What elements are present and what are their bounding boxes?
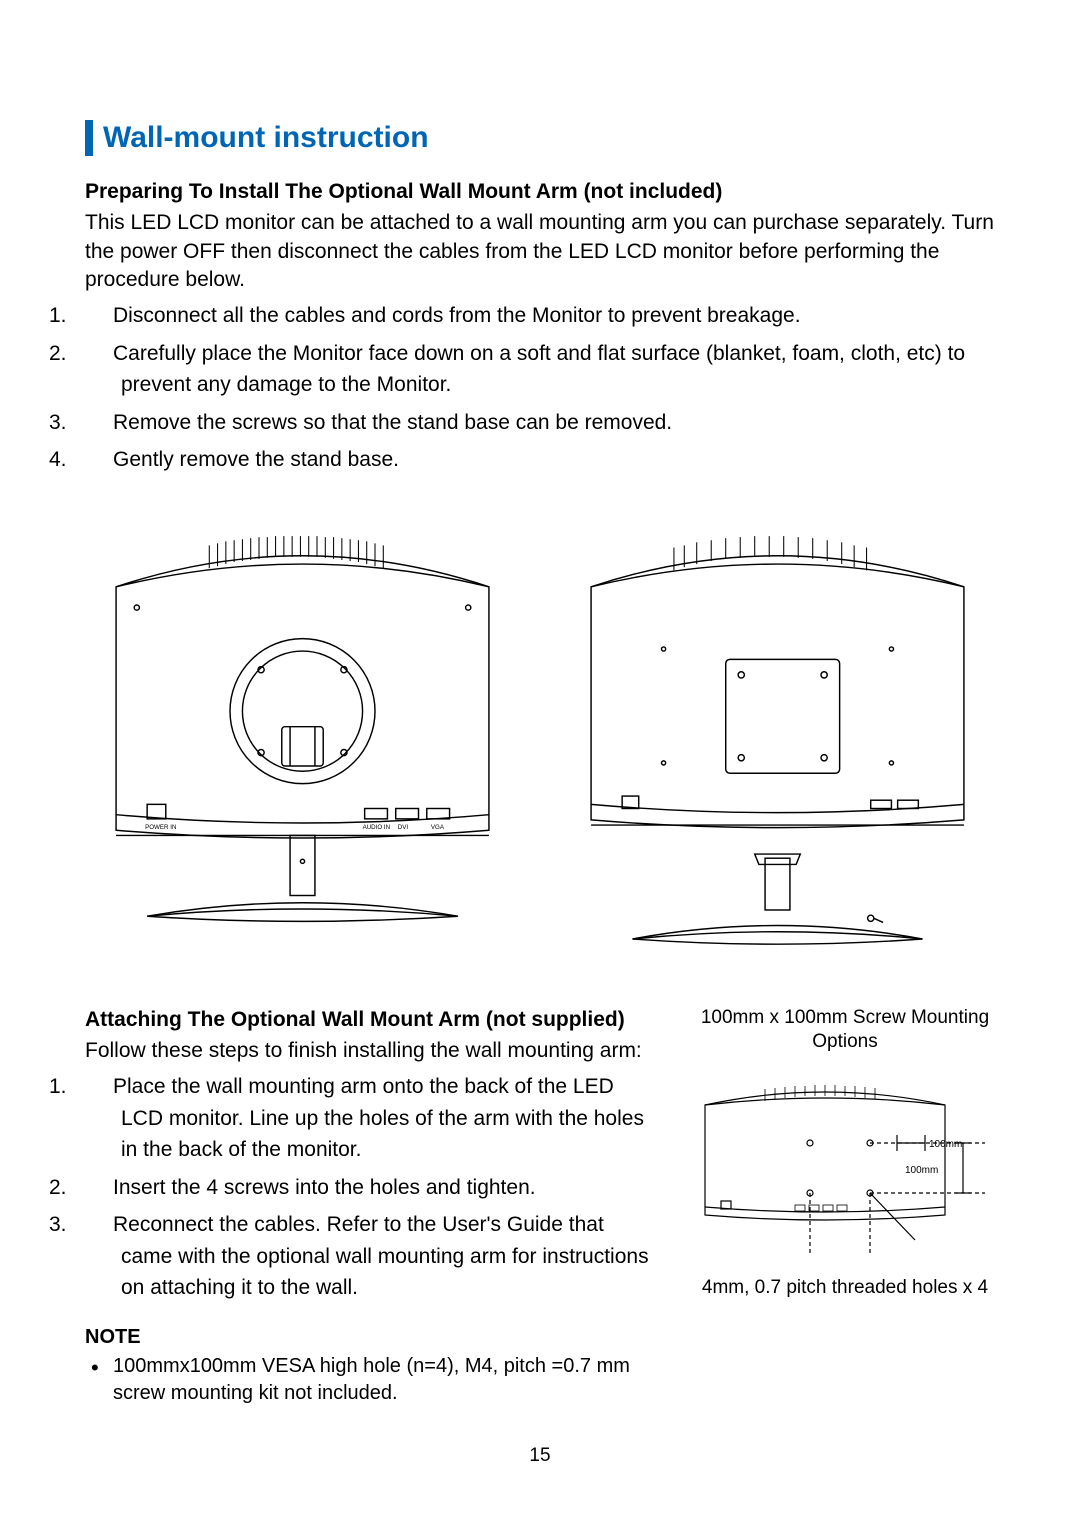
section2-text: Attaching The Optional Wall Mount Arm (n… [85,1006,659,1407]
vesa-caption-top: 100mm x 100mm Screw Mounting Options [695,1006,995,1055]
page-container: Wall-mount instruction Preparing To Inst… [0,0,1080,1527]
section2-steps: 1.Place the wall mounting arm onto the b… [85,1071,659,1304]
step-text: Reconnect the cables. Refer to the User'… [113,1213,649,1299]
vesa-dim-v: 100mm [905,1165,938,1176]
page-number: 15 [0,1445,1080,1467]
list-item: 1.Disconnect all the cables and cords fr… [85,300,995,332]
step-text: Place the wall mounting arm onto the bac… [113,1075,644,1161]
note-heading: NOTE [85,1326,659,1349]
vesa-figure-column: 100mm x 100mm Screw Mounting Options [695,1006,995,1301]
list-item: 1.Place the wall mounting arm onto the b… [85,1071,659,1166]
list-item: 3.Remove the screws so that the stand ba… [85,407,995,439]
list-item: 2.Carefully place the Monitor face down … [85,338,995,401]
note-text: 100mmx100mm VESA high hole (n=4), M4, pi… [113,1355,630,1404]
step-text: Gently remove the stand base. [113,448,399,471]
port-label: AUDIO IN [363,824,391,831]
figure-monitor-stand-removed [560,504,995,960]
figure-monitor-with-stand: POWER IN AUDIO IN DVI VGA [85,504,520,960]
vesa-diagram-icon: 100mm 100mm [695,1065,995,1265]
section1-steps: 1.Disconnect all the cables and cords fr… [85,300,995,476]
list-item: 100mmx100mm VESA high hole (n=4), M4, pi… [85,1353,659,1407]
section2-intro: Follow these steps to finish installing … [85,1037,659,1065]
monitor-vesa-icon [560,504,995,960]
step-text: Disconnect all the cables and cords from… [113,304,801,327]
vesa-caption-bottom: 4mm, 0.7 pitch threaded holes x 4 [695,1276,995,1301]
step-text: Carefully place the Monitor face down on… [113,342,965,397]
step-text: Insert the 4 screws into the holes and t… [113,1176,536,1199]
section2-row: Attaching The Optional Wall Mount Arm (n… [85,1006,995,1407]
port-label: DVI [398,824,409,831]
section2-heading: Attaching The Optional Wall Mount Arm (n… [85,1006,659,1033]
list-item: 2.Insert the 4 screws into the holes and… [85,1172,659,1204]
section-title: Wall-mount instruction [85,120,995,156]
port-label: VGA [431,824,445,831]
section1-intro: This LED LCD monitor can be attached to … [85,209,995,294]
step-text: Remove the screws so that the stand base… [113,411,672,434]
figures-row: POWER IN AUDIO IN DVI VGA [85,504,995,960]
section1-heading: Preparing To Install The Optional Wall M… [85,178,995,205]
port-label: POWER IN [145,824,176,831]
list-item: 4.Gently remove the stand base. [85,444,995,476]
monitor-stand-icon: POWER IN AUDIO IN DVI VGA [85,504,520,939]
note-list: 100mmx100mm VESA high hole (n=4), M4, pi… [85,1353,659,1407]
vesa-dim-h: 100mm [929,1139,962,1150]
list-item: 3.Reconnect the cables. Refer to the Use… [85,1209,659,1304]
